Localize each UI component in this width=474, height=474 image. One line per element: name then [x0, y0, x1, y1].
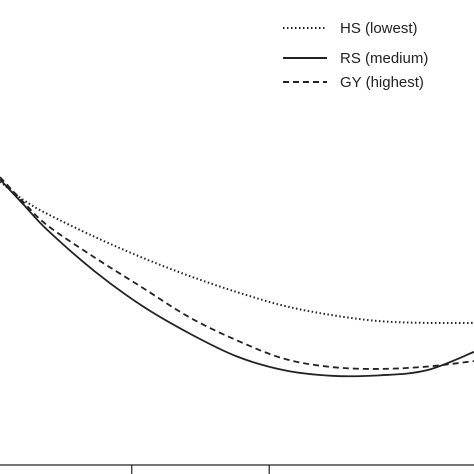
series-line-hs	[0, 180, 474, 325]
x-axis	[0, 464, 474, 474]
series-line-gy	[0, 176, 474, 370]
legend-entry-hs: HS (lowest)	[283, 20, 418, 37]
legend-label-hs: HS (lowest)	[340, 20, 418, 37]
plot-lines	[0, 176, 474, 378]
legend: HS (lowest) RS (medium) GY (highest)	[283, 20, 428, 91]
legend-label-rs: RS (medium)	[340, 50, 428, 67]
legend-entry-gy: GY (highest)	[283, 74, 424, 91]
series-line-rs	[0, 178, 474, 378]
legend-entry-rs: RS (medium)	[283, 50, 428, 67]
legend-label-gy: GY (highest)	[340, 74, 424, 91]
